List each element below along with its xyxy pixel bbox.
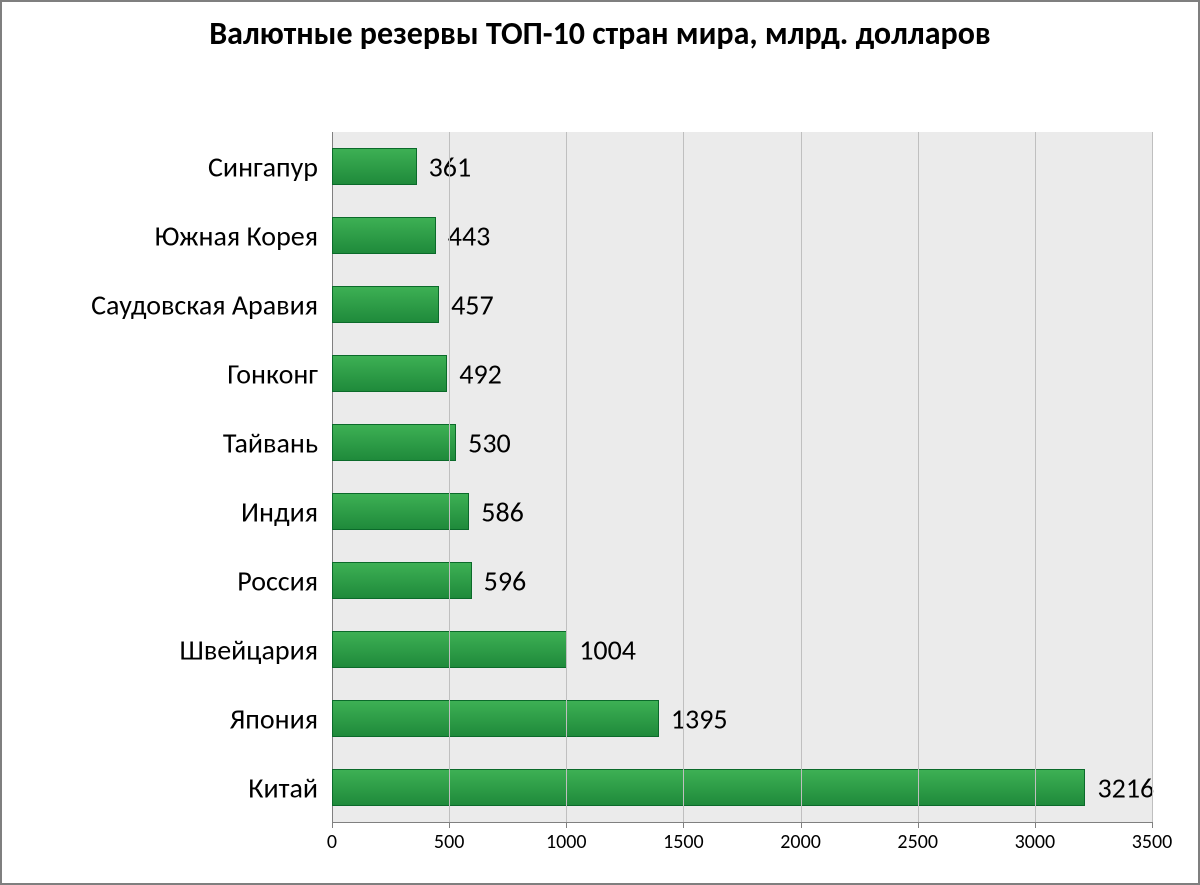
x-tick-label: 1000 [546,822,587,854]
category-label: Саудовская Аравия [91,287,332,322]
gridline [918,132,919,822]
bar [332,769,1085,807]
chart-title: Валютные резервы ТОП-10 стран мира, млрд… [2,2,1198,53]
bars-layer: 361443457492530586596100413953216 [332,132,1152,822]
x-tick-label: 2500 [897,822,938,854]
x-tick-label: 500 [434,822,464,854]
category-label: Япония [230,701,332,736]
bar-value-label: 492 [459,356,502,391]
bar-value-label: 586 [481,494,524,529]
bar-value-label: 1395 [671,701,728,736]
gridline [1152,132,1153,822]
bar-value-label: 530 [468,425,511,460]
plot-area: 361443457492530586596100413953216 050010… [332,132,1152,823]
gridline [801,132,802,822]
bar [332,286,439,324]
gridline [683,132,684,822]
bar-value-label: 1004 [579,632,636,667]
bar-value-label: 596 [484,563,527,598]
bar-value-label: 457 [451,287,494,322]
bar [332,424,456,462]
bar-value-label: 3216 [1097,770,1154,805]
gridline [1035,132,1036,822]
bar [332,700,659,738]
bar [332,148,417,186]
chart-frame: Валютные резервы ТОП-10 стран мира, млрд… [0,0,1200,885]
category-label: Сингапур [208,149,332,184]
x-tick-label: 2000 [780,822,821,854]
x-tick-label: 1500 [663,822,704,854]
category-label: Россия [237,563,332,598]
gridline [449,132,450,822]
category-label: Южная Корея [155,218,332,253]
x-tick-label: 3000 [1015,822,1056,854]
category-label: Китай [248,770,332,805]
category-label: Гонконг [227,356,332,391]
category-label: Индия [241,494,332,529]
category-label: Тайвань [223,425,332,460]
x-tick-label: 0 [327,822,337,854]
bar [332,562,472,600]
category-label: Швейцария [180,632,332,667]
bar [332,355,447,393]
x-tick-label: 3500 [1132,822,1173,854]
bar-value-label: 443 [448,218,491,253]
bar [332,217,436,255]
gridline [566,132,567,822]
